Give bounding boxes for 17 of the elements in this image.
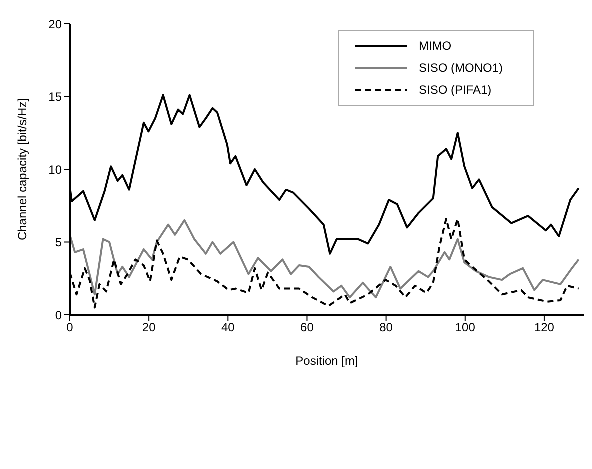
y-tick-label: 15 xyxy=(48,90,62,104)
x-tick-label: 100 xyxy=(455,320,476,335)
x-tick-label: 40 xyxy=(221,320,236,335)
x-tick-label: 120 xyxy=(534,320,555,335)
y-axis-title: Channel capacity [bit/s/Hz] xyxy=(15,98,30,241)
legend-label: MIMO xyxy=(418,39,452,53)
y-tick-label: 10 xyxy=(48,162,62,177)
y-tick-label: 5 xyxy=(55,236,62,250)
x-tick-label: 80 xyxy=(380,320,394,335)
x-tick-label: 20 xyxy=(142,320,156,335)
y-tick-label: 0 xyxy=(55,308,62,322)
legend-label: SISO (PIFA1) xyxy=(418,83,492,97)
x-tick-label: 60 xyxy=(300,320,314,335)
x-tick-label: 0 xyxy=(66,320,74,335)
legend-label: SISO (MONO1) xyxy=(418,61,503,75)
y-tick-label: 20 xyxy=(48,17,62,32)
x-axis-title: Position [m] xyxy=(296,354,358,368)
